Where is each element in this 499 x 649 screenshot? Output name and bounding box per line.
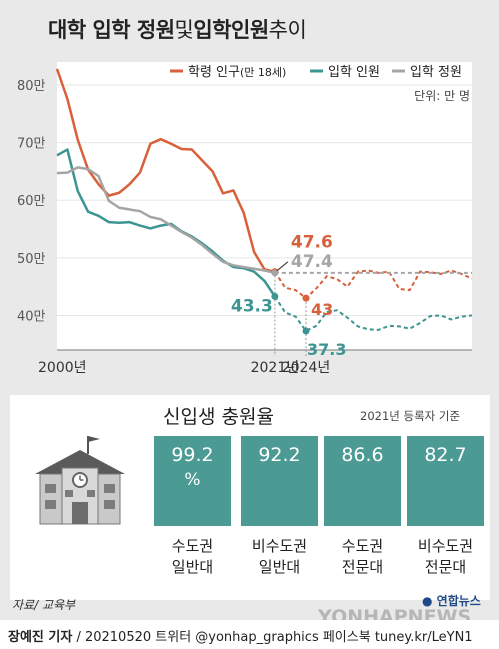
fill-rate-unit: % bbox=[184, 470, 201, 490]
fill-rate-box: 99.2 % bbox=[154, 436, 231, 526]
y-tick-label: 60만 bbox=[17, 194, 46, 209]
y-tick-label: 80만 bbox=[17, 79, 46, 94]
data-label: 47.6 bbox=[291, 233, 333, 253]
fill-rate-label: 비수도권 전문대 bbox=[403, 536, 488, 578]
fill-rate-box: 92.2 bbox=[241, 436, 318, 526]
fill-rate-label-line1: 비수도권 bbox=[417, 537, 474, 555]
source-note: 자료/ 교육부 bbox=[12, 598, 76, 612]
line-chart: 40만 50만 60만 70만 80만 47.647.4 43.3 43 37.3 2000년 20… bbox=[17, 62, 473, 376]
plot-area bbox=[57, 62, 472, 350]
fill-rate-value: 86.6 bbox=[341, 444, 384, 466]
fill-rate-note: 2021년 등록자 기준 bbox=[360, 409, 461, 423]
title-part-3: 입학인원 bbox=[193, 18, 269, 42]
y-tick-label: 50만 bbox=[17, 252, 46, 267]
news-logo: ● 연합뉴스 bbox=[422, 592, 481, 609]
x-tick-label: 2021년 bbox=[251, 360, 300, 376]
page-title: 대학 입학 정원 및 입학인원 추이 bbox=[48, 14, 307, 44]
fill-rate-label-line1: 수도권 bbox=[171, 537, 214, 555]
data-label: 43.3 bbox=[231, 296, 273, 316]
leader-line bbox=[276, 261, 289, 272]
credit-line: 장예진 기자 / 20210520 트위터 @yonhap_graphics 페… bbox=[8, 626, 473, 645]
fill-rate-box: 86.6 bbox=[324, 436, 401, 526]
fill-rate-label-line2: 전문대 bbox=[341, 558, 384, 576]
title-part-2: 및 bbox=[174, 18, 194, 42]
y-tick-label: 40만 bbox=[17, 309, 46, 324]
fill-rate-label: 수도권 전문대 bbox=[320, 536, 405, 578]
data-point-marker bbox=[302, 327, 310, 335]
data-label: 47.4 bbox=[291, 252, 333, 272]
author: 장예진 기자 bbox=[8, 630, 73, 645]
legend-note: (만 18세) bbox=[240, 66, 286, 79]
news-logo-text: 연합뉴스 bbox=[436, 594, 481, 608]
fill-rate-title: 신입생 충원율 bbox=[163, 406, 274, 428]
data-label: 37.3 bbox=[307, 340, 346, 359]
data-point-marker bbox=[271, 292, 279, 300]
legend-label: 입학 인원 bbox=[328, 65, 380, 80]
series-line-0 bbox=[55, 68, 276, 273]
x-tick-label: 2024년 bbox=[282, 360, 331, 376]
footer-bar bbox=[0, 620, 499, 649]
credit-rest: / 20210520 트위터 @yonhap_graphics 페이스북 tun… bbox=[72, 630, 473, 645]
title-part-1: 대학 입학 정원 bbox=[48, 18, 175, 42]
fill-rate-label-line2: 일반대 bbox=[171, 558, 214, 576]
data-label: 43 bbox=[311, 300, 333, 319]
fill-rate-label-line1: 비수도권 bbox=[251, 537, 308, 555]
y-tick-label: 70만 bbox=[17, 137, 46, 152]
fill-rate-value: 82.7 bbox=[424, 444, 467, 466]
title-part-4: 추이 bbox=[268, 18, 307, 42]
school-building-icon bbox=[35, 436, 125, 525]
data-point-marker bbox=[302, 294, 310, 302]
series-line-1 bbox=[56, 148, 276, 298]
fill-rate-label-line2: 일반대 bbox=[258, 558, 301, 576]
fill-rate-value: 92.2 bbox=[258, 444, 301, 466]
globe-icon: ● bbox=[422, 594, 433, 608]
legend-label: 학령 인구(만 18세) bbox=[188, 65, 286, 80]
legend-label: 입학 정원 bbox=[410, 65, 462, 80]
fill-rate-label-line1: 수도권 bbox=[341, 537, 384, 555]
fill-rate-value: 99.2 bbox=[171, 444, 214, 466]
x-tick-label: 2000년 bbox=[38, 360, 87, 376]
fill-rate-label: 수도권 일반대 bbox=[150, 536, 235, 578]
data-point-marker bbox=[271, 269, 279, 277]
fill-rate-label: 비수도권 일반대 bbox=[237, 536, 322, 578]
fill-rate-box: 82.7 bbox=[407, 436, 484, 526]
fill-rate-label-line2: 전문대 bbox=[424, 558, 467, 576]
series-line-2 bbox=[56, 166, 276, 275]
unit-label: 단위: 만 명 bbox=[414, 89, 470, 103]
